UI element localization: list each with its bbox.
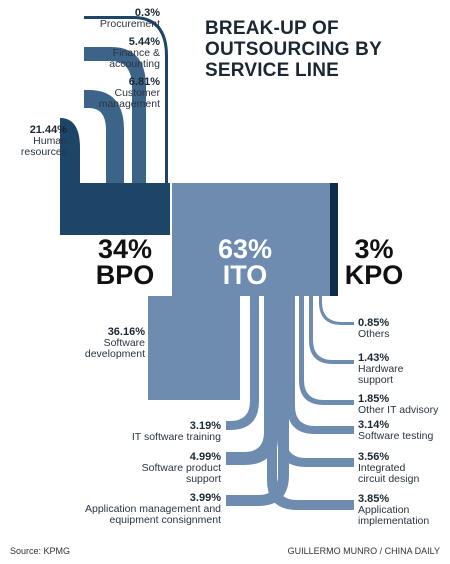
- ito-right-flow-ribbon: [277, 296, 354, 467]
- ito-item-name: Others: [358, 328, 390, 340]
- ito-item-pct: 3.14%: [358, 419, 390, 431]
- ito-right-item-hardware: 1.43% Hardware support: [358, 353, 404, 386]
- ito-left-item-training: 3.19% IT software training: [132, 421, 221, 443]
- bpo-label: 34% BPO: [80, 234, 170, 290]
- kpo-pct: 3%: [354, 234, 394, 264]
- ito-right-item-testing: 3.14% Software testing: [358, 420, 433, 442]
- ito-item-pct: 3.19%: [189, 420, 221, 432]
- ito-left-item-app-management: 3.99% Application management and equipme…: [85, 493, 221, 526]
- bpo-flow-ribbon: [84, 47, 146, 183]
- kpo-name: KPO: [344, 260, 404, 290]
- bpo-item-pct: 0.3%: [134, 7, 160, 19]
- ito-right-item-app-implementation: 3.85% Application implementation: [358, 494, 429, 527]
- ito-item-pct: 1.85%: [358, 393, 390, 405]
- bpo-item-pct: 21.44%: [29, 124, 67, 136]
- ito-item-name: Software product support: [141, 462, 221, 485]
- bpo-hr-flow: [60, 118, 80, 183]
- ito-item-pct: 3.99%: [189, 492, 221, 504]
- ito-item-name: Software testing: [358, 430, 434, 442]
- ito-software-dev-link: [172, 296, 240, 330]
- bpo-item-procurement: 0.3% Procurement: [100, 8, 160, 30]
- bpo-item-finance: 5.44% Finance & accounting: [109, 37, 160, 70]
- chart-title: BREAK-UP OF OUTSOURCING BY SERVICE LINE: [205, 18, 382, 81]
- credit-line: GUILLERMO MUNRO / CHINA DAILY: [287, 546, 440, 556]
- ito-right-item-ic-design: 3.56% Integrated circuit design: [358, 452, 419, 485]
- ito-right-flow-ribbon: [319, 296, 354, 325]
- ito-right-item-others: 0.85% Others: [358, 318, 390, 340]
- ito-item-pct: 1.43%: [358, 352, 390, 364]
- bpo-name: BPO: [95, 260, 155, 290]
- bpo-pct: 34%: [97, 234, 153, 264]
- ito-left-item-product-support: 4.99% Software product support: [142, 452, 221, 485]
- ito-right-flow-ribbon: [267, 296, 354, 510]
- bpo-item-hr: 21.44% Human resources: [21, 125, 67, 158]
- ito-item-name: Application management and equipment con…: [84, 503, 221, 526]
- ito-right-flow-ribbon: [287, 296, 354, 434]
- ito-pct: 63%: [217, 234, 273, 264]
- ito-left-item-software-dev: 36.16% Software development: [85, 327, 145, 360]
- ito-item-name: Integrated circuit design: [358, 462, 420, 485]
- bpo-item-name: Customer management: [98, 87, 160, 110]
- kpo-label: 3% KPO: [336, 234, 412, 290]
- bpo-item-pct: 6.81%: [128, 76, 160, 88]
- bpo-item-customer: 6.81% Customer management: [99, 77, 160, 110]
- bpo-item-name: Finance & accounting: [109, 47, 160, 70]
- source-note: Source: KPMG: [10, 546, 71, 556]
- ito-item-name: IT software training: [131, 431, 221, 443]
- ito-item-name: Software development: [84, 337, 145, 360]
- ito-right-item-advisory: 1.85% Other IT advisory: [358, 394, 438, 416]
- ito-item-name: Other IT advisory: [358, 404, 439, 416]
- ito-item-pct: 4.99%: [189, 451, 221, 463]
- bpo-item-name: Procurement: [99, 18, 160, 30]
- ito-right-flow-ribbon: [299, 296, 354, 405]
- kpo-node: [330, 183, 338, 296]
- ito-label: 63% ITO: [200, 234, 290, 290]
- bpo-flow-ribbon: [84, 90, 124, 183]
- ito-left-flow-ribbon: [226, 296, 277, 465]
- ito-right-flow-ribbon: [309, 296, 354, 364]
- ito-item-pct: 3.85%: [358, 493, 390, 505]
- ito-item-name: Application implementation: [358, 504, 430, 527]
- bpo-node: [80, 183, 170, 235]
- ito-name: ITO: [222, 260, 268, 290]
- ito-item-pct: 36.16%: [107, 326, 145, 338]
- bpo-item-name: Human resources: [20, 135, 67, 158]
- ito-item-pct: 3.56%: [358, 451, 390, 463]
- ito-left-flow-ribbon: [226, 296, 259, 430]
- bpo-item-pct: 5.44%: [128, 36, 160, 48]
- ito-item-name: Hardware support: [358, 363, 404, 386]
- ito-item-pct: 0.85%: [358, 317, 390, 329]
- ito-node: [172, 183, 330, 296]
